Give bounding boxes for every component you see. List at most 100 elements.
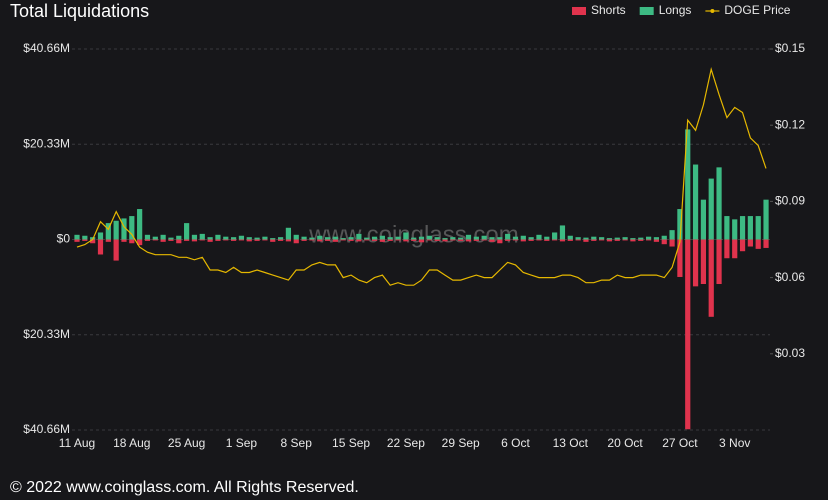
bar [199,239,205,241]
bar [262,239,268,241]
bar [661,235,667,240]
bar [505,239,511,241]
bar [473,239,479,241]
footer: © 2022 www.coinglass.com. All Rights Res… [10,479,359,496]
bar [238,235,245,240]
bar [137,209,143,240]
bar [82,239,88,241]
bar [285,239,292,242]
bar [160,234,166,240]
bar [755,216,761,240]
bar [426,235,432,240]
bar [606,239,613,242]
bar [395,236,401,240]
legend-swatch [639,7,654,15]
bar [544,239,550,241]
bar [442,239,448,242]
legend-label[interactable]: DOGE Price [724,3,790,17]
bar [614,239,620,241]
bar [74,234,80,240]
bar [90,239,96,244]
bar [121,218,127,240]
legend-swatch [572,7,586,15]
bar [105,223,111,240]
bar [465,234,472,240]
y-tick-label: $20.33M [23,327,70,341]
bar [458,237,464,240]
bar [739,216,746,240]
bar [708,239,714,317]
bar [434,239,440,241]
bar [505,233,511,240]
bar [489,237,495,240]
bar [332,236,338,240]
bar [395,239,401,241]
bar [755,239,761,249]
legend-swatch [710,9,715,13]
bar [144,239,151,241]
bar [418,236,425,240]
bar [356,233,362,240]
legend-label[interactable]: Shorts [591,3,626,17]
x-tick-label: 27 Oct [662,436,698,450]
legend: Shorts Longs DOGE Price [572,3,791,17]
bar [207,237,213,240]
bar [630,239,636,242]
bar [113,220,119,240]
bar [591,239,597,241]
legend-label[interactable]: Longs [659,3,692,17]
bar [739,239,746,252]
bar [129,216,135,240]
y2-tick-label: $0.12 [775,117,805,131]
bar [82,235,88,240]
bar [716,239,722,285]
bar [379,239,385,242]
bar [348,237,354,240]
y-tick-label: $20.33M [23,136,70,150]
bar [168,239,174,241]
bar [411,237,417,240]
bar [481,235,487,240]
bar [747,216,753,240]
bar [309,237,315,240]
bar [669,239,675,247]
x-tick-label: 8 Sep [281,436,313,450]
bar [606,238,613,240]
bar [497,239,503,244]
bar [168,237,174,240]
y2-tick-label: $0.09 [775,194,805,208]
bar [348,239,354,241]
bar [497,237,503,240]
bar [246,239,252,242]
bar [387,237,393,240]
x-tick-label: 13 Oct [553,436,589,450]
bar [113,239,119,261]
bar [74,239,80,242]
bar [301,236,307,240]
bar [152,239,158,241]
x-tick-label: 1 Sep [226,436,258,450]
bar [638,239,644,241]
bar [309,239,315,241]
bar [332,239,338,242]
x-tick-label: 11 Aug [59,436,95,450]
bar [97,232,104,240]
bar [223,239,229,241]
bar [528,239,534,241]
bar [105,239,111,242]
bar [207,239,213,242]
bar [692,239,699,287]
bar [763,199,769,240]
bar [599,239,605,241]
y-tick-label: $0 [57,232,71,246]
bar [293,239,299,244]
bar [512,239,519,241]
price-line [76,66,767,286]
bar [184,223,190,240]
bar [567,235,573,240]
y-tick-label: $40.66M [23,41,70,55]
bar [763,239,769,248]
bar [379,235,385,240]
x-tick-label: 29 Sep [442,436,480,450]
bar [645,236,652,240]
